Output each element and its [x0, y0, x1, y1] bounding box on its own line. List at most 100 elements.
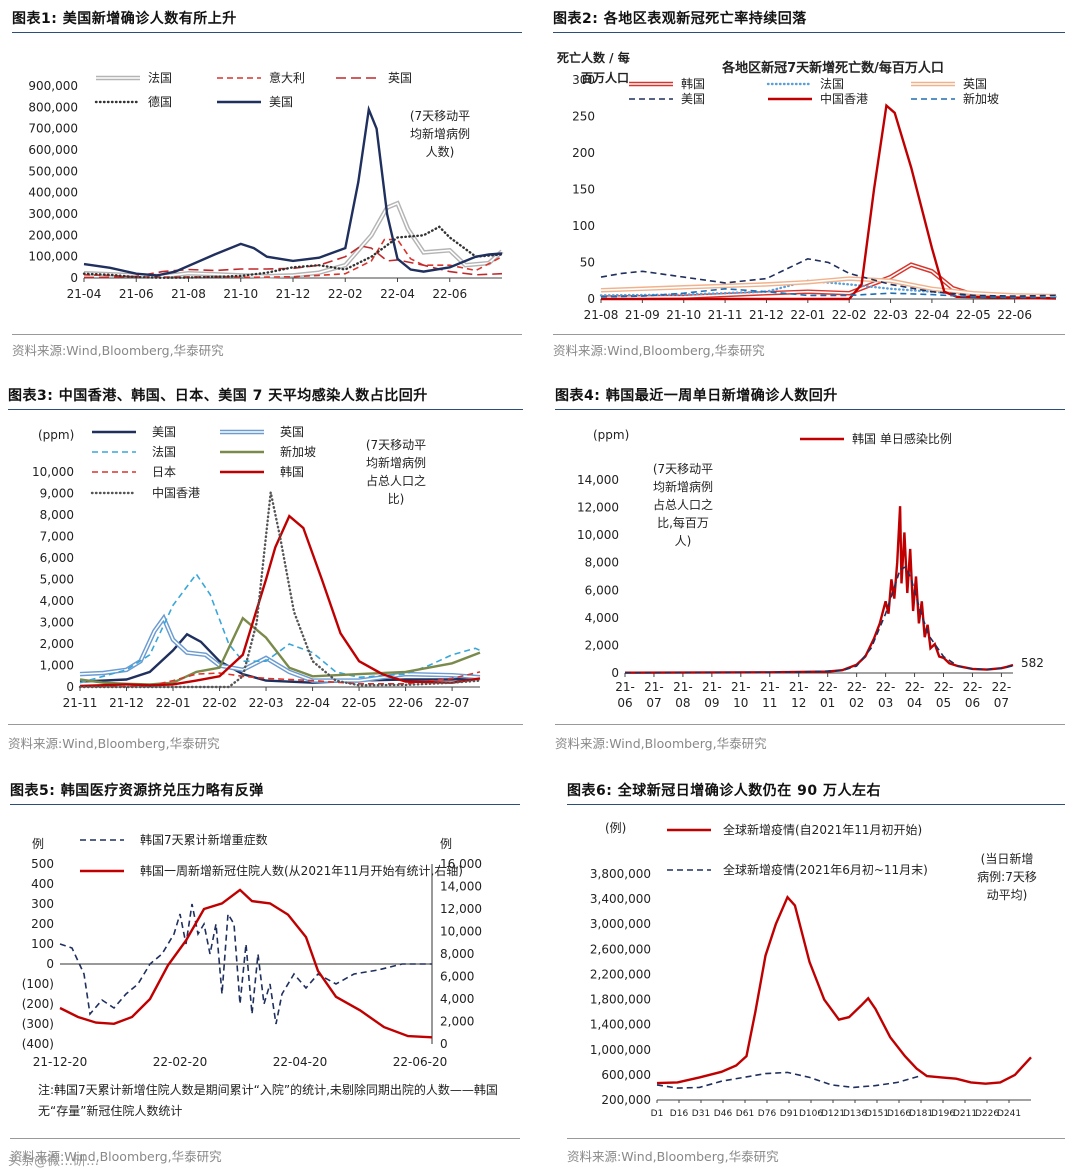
- x-tick-label: 04: [907, 696, 922, 710]
- x-tick-label: D46: [714, 1109, 733, 1119]
- x-tick-label: 21-12: [749, 308, 784, 322]
- series-path: [83, 238, 503, 279]
- x-tick-label: D166: [887, 1109, 911, 1119]
- y-tick-label-left: 400: [31, 877, 54, 891]
- x-tick-label: 22-05: [342, 696, 377, 710]
- y-tick-label: 200: [572, 146, 595, 160]
- legend-label: 韩国: [681, 76, 705, 91]
- series-path: [80, 671, 481, 688]
- x-tick-label: 21-06: [119, 287, 154, 301]
- chart-2-plot: 0 50 100 150 200 250 300 21-08 21-09 21-10 21-11 21…: [557, 50, 1058, 322]
- y-tick-label-left: (400): [22, 1037, 54, 1051]
- x-tick-label: 21-11: [63, 696, 98, 710]
- y-tick-label: 3,800,000: [590, 867, 651, 881]
- y-tick-label-left: 0: [46, 957, 54, 971]
- x-tick-label: 02: [849, 696, 864, 710]
- series-path: [79, 514, 481, 688]
- source-rule: [8, 724, 523, 725]
- y-tick-label-right: 12,000: [440, 902, 482, 916]
- series-中国香港: [78, 492, 482, 689]
- x-tick-label: 21-12: [109, 696, 144, 710]
- y-tick-label: 8,000: [40, 508, 74, 522]
- legend-label: 美国: [152, 425, 176, 439]
- title-rule: [12, 32, 522, 33]
- footer-watermark: 头条@微…研…: [8, 1154, 100, 1169]
- x-tick-label: D211: [953, 1109, 977, 1119]
- legend-label: 英国: [388, 71, 412, 85]
- source-note: 资料来源:Wind,Bloomberg,华泰研究: [10, 1149, 222, 1164]
- x-tick-label: 22-01: [156, 696, 191, 710]
- y-tick-label: 6,000: [585, 583, 619, 597]
- y-tick-label: 10,000: [32, 465, 74, 479]
- chart-title: 图表1: 美国新增确诊人数有所上升: [12, 11, 237, 27]
- source-note: 资料来源:Wind,Bloomberg,华泰研究: [555, 736, 767, 751]
- y-tick-label: 4,000: [40, 594, 74, 608]
- y-tick-label: 1,000: [40, 659, 74, 673]
- x-tick-label: 10: [733, 696, 748, 710]
- legend-label: 全球新增疫情(2021年6月初~11月末): [723, 862, 928, 877]
- x-tick-label: D61: [736, 1109, 754, 1119]
- y-axis-label: (ppm): [593, 428, 629, 442]
- x-tick-label: 22-07: [435, 696, 470, 710]
- title-rule: [10, 804, 520, 805]
- x-tick-label: 21-: [760, 680, 780, 694]
- legend-label: 中国香港: [152, 485, 200, 500]
- series-line-inner: [79, 616, 481, 682]
- y-tick-label: 2,600,000: [590, 942, 651, 956]
- source-note: 资料来源:Wind,Bloomberg,华泰研究: [8, 736, 220, 751]
- x-tick-label: 21-: [789, 680, 809, 694]
- x-tick-label: 22-03: [873, 308, 908, 322]
- series-path: [79, 632, 481, 684]
- source-rule: [553, 334, 1065, 335]
- y-tick-label: 1,000,000: [590, 1043, 651, 1057]
- y-tick-label: 14,000: [577, 473, 619, 487]
- x-tick-label: 21-: [644, 680, 664, 694]
- x-tick-label: 21-12-20: [33, 1055, 87, 1069]
- y-tick-label-left: 200: [31, 917, 54, 931]
- series-中国香港: [601, 103, 1057, 301]
- x-tick-label: 22-02-20: [153, 1055, 207, 1069]
- y-tick-label: 150: [572, 183, 595, 197]
- x-tick-label: D181: [909, 1109, 933, 1119]
- y-axis-label: 死亡人数 / 每: [557, 50, 630, 65]
- y-tick-label-right: 0: [440, 1037, 448, 1051]
- series-path: [84, 245, 503, 279]
- title-rule: [8, 409, 523, 410]
- x-tick-label: D76: [758, 1109, 777, 1119]
- chart-title: 图表2: 各地区表观新冠死亡率持续回落: [553, 11, 807, 27]
- x-tick-label: 07: [646, 696, 661, 710]
- x-tick-label: 22-06: [432, 287, 467, 301]
- legend-label: 新加坡: [280, 444, 316, 459]
- y-tick-label: 2,200,000: [590, 967, 651, 981]
- series-英国: [79, 613, 481, 683]
- x-tick-label: 22-02: [202, 696, 237, 710]
- legend-label: 中国香港: [820, 91, 868, 106]
- y-tick-label: 700,000: [28, 122, 78, 136]
- chart-note: 均新增病例: [410, 126, 470, 141]
- source-rule: [555, 724, 1065, 725]
- y-tick-label-right: 8,000: [440, 947, 474, 961]
- x-tick-label: 12: [791, 696, 806, 710]
- series-right: [59, 888, 433, 1039]
- series-意大利: [83, 238, 503, 279]
- x-tick-label: 21-: [731, 680, 751, 694]
- legend-label: 全球新增疫情(自2021年11月初开始): [723, 822, 922, 837]
- x-tick-label: 21-09: [625, 308, 660, 322]
- y-tick-label: 3,000,000: [590, 917, 651, 931]
- x-tick-label: 21-08: [171, 287, 206, 301]
- chart-panel-3: 图表3: 中国香港、韩国、日本、美国 7 天平均感染人数占比回升 0 1,000 2…: [8, 385, 523, 755]
- chart-panel-6: 图表6: 全球新冠日增确诊人数仍在 90 万人左右 200,000 600,000…: [567, 780, 1065, 1170]
- legend-label: 韩国一周新增新冠住院人数(从2021年11月开始有统计,右轴): [140, 863, 463, 878]
- chart-panel-2: 图表2: 各地区表观新冠死亡率持续回落 0 50 100 150 200 250 300 21…: [553, 8, 1065, 368]
- x-tick-label: 21-08: [584, 308, 619, 322]
- y-tick-label: 0: [70, 271, 78, 285]
- legend-label: 英国: [280, 425, 304, 439]
- x-tick-label: 22-02: [832, 308, 867, 322]
- y-tick-label: 0: [587, 292, 595, 306]
- x-tick-label: 07: [994, 696, 1009, 710]
- x-tick-label: 22-04: [295, 696, 330, 710]
- legend-label: 法国: [152, 445, 176, 459]
- series-7天移动平均: [624, 565, 1014, 674]
- x-tick-label: 21-: [615, 680, 635, 694]
- chart-note: 占总人口之: [366, 473, 426, 488]
